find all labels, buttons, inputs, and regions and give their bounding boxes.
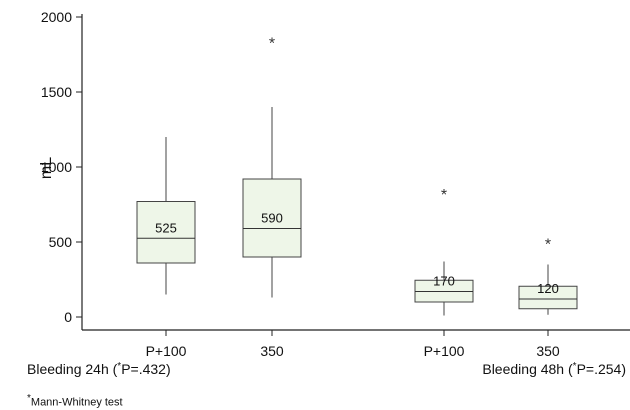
y-tick-label: 0 [64,309,72,325]
group-label-mark: * [117,361,121,372]
footnote-mark: * [27,393,31,404]
box-rect [242,178,302,258]
y-axis-label: mL [38,157,55,179]
x-category-label: P+100 [424,343,465,359]
y-tick-label: 1500 [41,84,72,100]
group-label-text: Bleeding 48h ( [482,361,573,377]
box-4: 120 * [518,237,578,336]
median-label: 590 [261,211,283,226]
box-1: 525 [136,137,196,336]
boxes: 525 590 * 170 * 120 * [136,36,578,336]
group-label-1: Bleeding 24h (*P=.432) [27,361,171,377]
median-label: 525 [155,220,177,235]
group-label-p: P=.432) [121,361,170,377]
x-category-label: 350 [260,343,284,359]
y-tick-label: 500 [49,234,73,250]
outlier-marker: * [269,36,275,53]
box-3: 170 * [414,187,474,336]
group-label-2: Bleeding 48h (*P=.254) [482,361,626,377]
median-label: 170 [433,274,455,289]
x-category-label: P+100 [146,343,187,359]
box-rect [136,201,196,264]
box-rect [518,285,578,310]
axes [81,14,630,331]
outlier-marker: * [441,187,447,204]
footnote-text: Mann-Whitney test [30,396,123,409]
group-label-mark: * [573,361,577,372]
y-axis-ticks: 0 500 1000 1500 2000 [41,9,82,325]
median-label: 120 [537,281,559,296]
outlier-marker: * [545,237,551,254]
y-tick-label: 2000 [41,9,72,25]
y-tick-label: 1000 [41,159,72,175]
box-2: 590 * [242,36,302,336]
group-label-text: Bleeding 24h ( [27,361,118,377]
x-category-label: 350 [536,343,560,359]
footnote: *Mann-Whitney test [27,393,123,409]
group-label-p: P=.254) [577,361,626,377]
